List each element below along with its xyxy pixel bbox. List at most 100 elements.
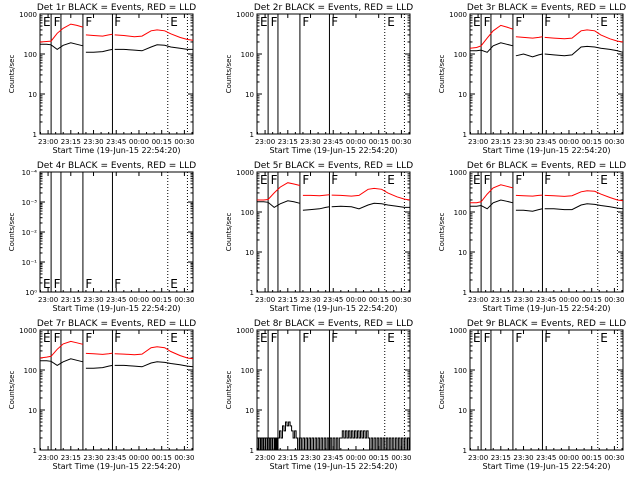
chart-title: Det 1r BLACK = Events, RED = LLD — [37, 3, 196, 13]
state-marker: E — [387, 173, 395, 187]
state-marker: F — [544, 173, 551, 187]
state-marker: E — [170, 15, 178, 29]
x-tick-label: 23:15 — [61, 296, 81, 304]
x-tick-label: 23:45 — [106, 454, 126, 462]
y-axis-label: Counts/sec — [225, 55, 233, 94]
y-tick-label: 1 — [463, 447, 467, 455]
state-marker: F — [302, 15, 309, 29]
x-tick-label: 23:30 — [513, 138, 533, 146]
series-events-line — [470, 42, 514, 53]
plot-frame — [39, 329, 194, 451]
series-events-line — [515, 208, 543, 212]
x-tick-label: 00:30 — [604, 454, 624, 462]
y-tick-label: 1 — [250, 447, 254, 455]
x-tick-label: 23:45 — [536, 454, 556, 462]
y-tick-label: 1000 — [19, 11, 37, 19]
series-lld-line — [257, 182, 301, 201]
state-marker: F — [114, 277, 121, 291]
x-tick-label: 23:15 — [278, 296, 298, 304]
y-tick-label: 10⁰ — [25, 289, 37, 297]
chart-title: Det 8r BLACK = Events, RED = LLD — [254, 319, 413, 329]
state-marker: E — [170, 331, 178, 345]
x-tick-label: 23:30 — [300, 138, 320, 146]
state-marker: F — [484, 173, 491, 187]
x-axis-label: Start Time (19-Jun-15 22:54:20) — [53, 146, 181, 155]
state-marker: F — [85, 277, 92, 291]
x-axis-label: Start Time (19-Jun-15 22:54:20) — [270, 462, 398, 471]
plot-frame — [39, 171, 194, 293]
series-events-line — [40, 42, 84, 51]
state-marker: E — [170, 277, 178, 291]
chart-title: Det 7r BLACK = Events, RED = LLD — [37, 319, 196, 329]
state-marker: F — [85, 15, 92, 29]
x-tick-label: 23:00 — [468, 454, 488, 462]
y-tick-label: 10 — [245, 407, 254, 415]
x-tick-label: 00:00 — [346, 138, 366, 146]
state-marker: F — [331, 173, 338, 187]
x-tick-label: 00:15 — [582, 296, 602, 304]
x-tick-label: 00:15 — [582, 138, 602, 146]
x-axis-label: Start Time (19-Jun-15 22:54:20) — [53, 304, 181, 313]
x-tick-label: 00:15 — [152, 138, 172, 146]
x-axis-label: Start Time (19-Jun-15 22:54:20) — [270, 146, 398, 155]
state-marker: E — [260, 173, 268, 187]
x-tick-label: 23:30 — [300, 454, 320, 462]
state-marker: F — [544, 331, 551, 345]
state-marker: F — [544, 15, 551, 29]
plot-frame — [469, 329, 624, 451]
x-tick-label: 00:30 — [174, 454, 194, 462]
state-marker: E — [600, 15, 608, 29]
state-marker: F — [302, 173, 309, 187]
x-tick-label: 23:30 — [83, 454, 103, 462]
series-lld-line — [39, 23, 84, 43]
x-tick-label: 23:45 — [323, 138, 343, 146]
y-axis-label: Counts/sec — [8, 371, 16, 410]
state-marker: F — [484, 331, 491, 345]
state-marker: E — [473, 331, 481, 345]
y-tick-label: 1 — [33, 131, 37, 139]
state-marker: F — [515, 173, 522, 187]
y-tick-label: 1 — [250, 131, 254, 139]
state-marker: F — [54, 15, 61, 29]
x-tick-label: 23:15 — [278, 454, 298, 462]
state-marker: E — [260, 331, 268, 345]
x-tick-label: 23:00 — [255, 454, 275, 462]
x-tick-label: 23:15 — [278, 138, 298, 146]
state-marker: E — [473, 173, 481, 187]
y-tick-label: 10⁻¹ — [22, 259, 38, 267]
plot-frame — [39, 13, 194, 135]
y-tick-label: 1 — [250, 289, 254, 297]
x-tick-label: 00:15 — [152, 296, 172, 304]
state-marker: F — [271, 331, 278, 345]
y-tick-label: 10 — [458, 407, 467, 415]
state-marker: F — [54, 331, 61, 345]
y-tick-label: 1000 — [236, 11, 254, 19]
y-tick-label: 10 — [245, 91, 254, 99]
series-events-line — [257, 200, 301, 209]
plot-frame — [256, 13, 411, 135]
x-tick-label: 23:45 — [536, 138, 556, 146]
y-tick-label: 10⁻⁴ — [22, 169, 38, 177]
x-tick-label: 00:00 — [129, 454, 149, 462]
x-tick-label: 00:00 — [129, 296, 149, 304]
x-tick-label: 00:15 — [369, 454, 389, 462]
series-events-line — [544, 45, 624, 57]
x-tick-label: 00:30 — [391, 296, 411, 304]
series-lld-line — [85, 352, 113, 355]
chart-title: Det 5r BLACK = Events, RED = LLD — [254, 161, 413, 171]
plot-frame — [469, 171, 624, 293]
plot-frame — [256, 171, 411, 293]
y-tick-label: 100 — [454, 51, 467, 59]
series-lld-line — [515, 194, 543, 197]
series-lld-line — [469, 24, 514, 49]
plot-frame — [469, 13, 624, 135]
state-marker: F — [515, 15, 522, 29]
series-events-line — [114, 361, 194, 368]
chart-title: Det 6r BLACK = Events, RED = LLD — [467, 161, 626, 171]
state-marker: F — [114, 331, 121, 345]
x-tick-label: 00:30 — [604, 296, 624, 304]
series-lld-line — [544, 29, 624, 43]
x-axis-label: Start Time (19-Jun-15 22:54:20) — [483, 462, 611, 471]
